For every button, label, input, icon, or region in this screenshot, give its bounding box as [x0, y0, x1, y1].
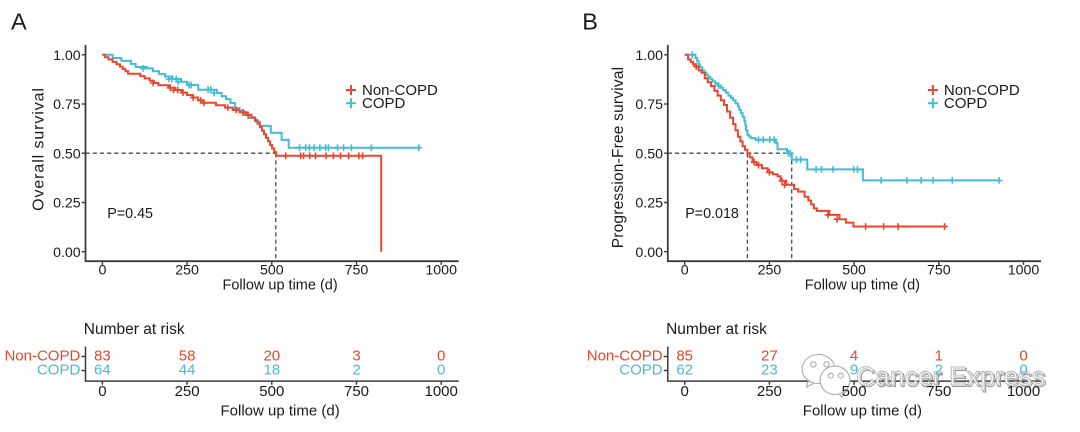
svg-text:500: 500 — [259, 383, 284, 400]
svg-text:Overall survival: Overall survival — [30, 87, 47, 211]
svg-text:0.25: 0.25 — [635, 196, 663, 212]
svg-text:3: 3 — [352, 348, 360, 365]
svg-text:0.75: 0.75 — [53, 97, 81, 113]
svg-text:750: 750 — [345, 262, 369, 278]
svg-text:0: 0 — [98, 262, 106, 278]
svg-text:Cancer Express: Cancer Express — [856, 361, 1045, 391]
svg-text:0: 0 — [681, 383, 689, 400]
svg-text:COPD: COPD — [619, 362, 663, 379]
svg-text:2: 2 — [352, 362, 360, 379]
svg-text:0.00: 0.00 — [635, 245, 663, 261]
svg-text:2: 2 — [935, 362, 943, 379]
svg-text:0.00: 0.00 — [53, 245, 81, 261]
svg-text:COPD: COPD — [944, 95, 988, 112]
svg-text:250: 250 — [175, 262, 199, 278]
svg-text:0: 0 — [98, 383, 106, 400]
svg-text:Non-COPD: Non-COPD — [4, 348, 80, 365]
svg-text:0: 0 — [681, 262, 689, 278]
svg-text:Follow up time (d): Follow up time (d) — [805, 278, 920, 294]
svg-text:Follow up time (d): Follow up time (d) — [803, 403, 922, 420]
svg-text:0: 0 — [437, 362, 445, 379]
svg-text:Non-COPD: Non-COPD — [362, 82, 438, 99]
svg-text:23: 23 — [761, 362, 778, 379]
svg-text:P=0.45: P=0.45 — [107, 206, 153, 222]
svg-text:0: 0 — [437, 348, 445, 365]
svg-text:1000: 1000 — [1008, 262, 1040, 278]
svg-text:COPD: COPD — [37, 362, 81, 379]
svg-text:0: 0 — [1019, 348, 1027, 365]
svg-text:Non-COPD: Non-COPD — [944, 82, 1020, 99]
svg-text:Non-COPD: Non-COPD — [587, 348, 663, 365]
svg-text:500: 500 — [260, 262, 284, 278]
svg-text:18: 18 — [263, 362, 280, 379]
svg-text:1000: 1000 — [1007, 383, 1040, 400]
svg-text:62: 62 — [676, 362, 693, 379]
svg-text:Follow up time (d): Follow up time (d) — [222, 278, 337, 294]
svg-text:Progression-Free survival: Progression-Free survival — [610, 67, 627, 249]
svg-text:9: 9 — [850, 362, 858, 379]
svg-text:500: 500 — [842, 383, 867, 400]
svg-text:0.50: 0.50 — [53, 146, 81, 162]
svg-text:1.00: 1.00 — [53, 48, 81, 64]
svg-text:0.75: 0.75 — [635, 97, 663, 113]
svg-text:250: 250 — [758, 262, 782, 278]
svg-text:20: 20 — [263, 348, 280, 365]
svg-text:500: 500 — [842, 262, 866, 278]
svg-text:B: B — [582, 9, 598, 35]
svg-text:1000: 1000 — [425, 383, 458, 400]
svg-text:85: 85 — [676, 348, 693, 365]
svg-text:250: 250 — [757, 383, 782, 400]
svg-text:750: 750 — [344, 383, 369, 400]
svg-text:27: 27 — [761, 348, 778, 365]
svg-text:750: 750 — [926, 383, 951, 400]
svg-text:Cancer Express: Cancer Express — [858, 363, 1047, 393]
svg-text:0.50: 0.50 — [635, 146, 663, 162]
svg-text:COPD: COPD — [362, 95, 406, 112]
svg-text:0: 0 — [1019, 362, 1027, 379]
svg-text:1: 1 — [935, 348, 943, 365]
svg-text:A: A — [11, 9, 27, 35]
svg-text:1.00: 1.00 — [635, 48, 663, 64]
svg-text:58: 58 — [179, 348, 196, 365]
svg-text:250: 250 — [175, 383, 200, 400]
svg-text:Number at risk: Number at risk — [666, 321, 767, 338]
svg-text:83: 83 — [94, 348, 111, 365]
svg-text:64: 64 — [94, 362, 111, 379]
svg-text:750: 750 — [927, 262, 951, 278]
svg-text:44: 44 — [179, 362, 196, 379]
svg-text:Follow up time (d): Follow up time (d) — [220, 403, 339, 420]
svg-text:1000: 1000 — [425, 262, 457, 278]
svg-text:P=0.018: P=0.018 — [685, 206, 739, 222]
svg-text:4: 4 — [850, 348, 858, 365]
svg-text:Number at risk: Number at risk — [84, 321, 185, 338]
svg-text:0.25: 0.25 — [53, 196, 81, 212]
